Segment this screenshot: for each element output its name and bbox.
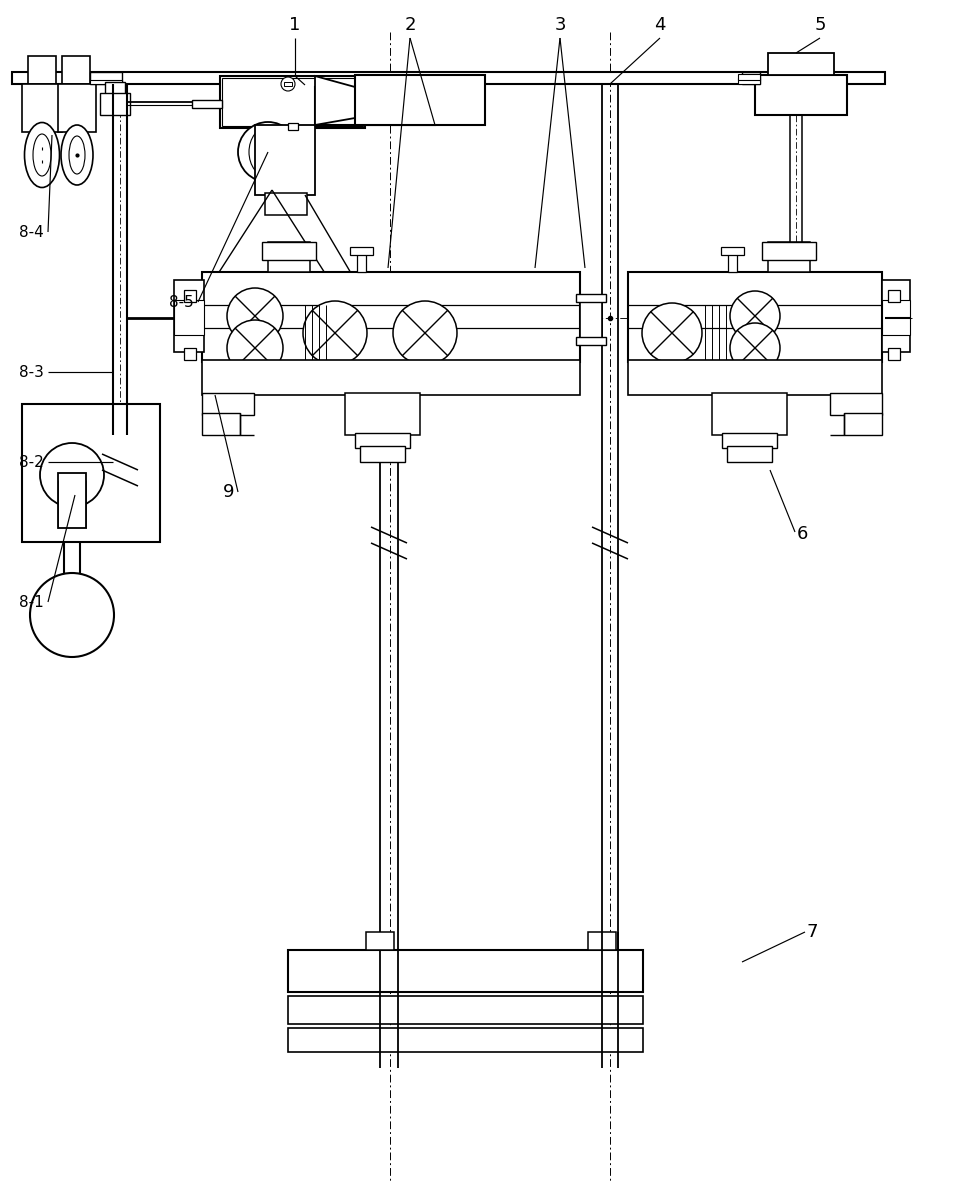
Ellipse shape bbox=[61, 125, 93, 184]
Text: 5: 5 bbox=[814, 15, 826, 35]
Bar bbox=[628, 273, 882, 362]
Bar bbox=[345, 393, 420, 436]
Circle shape bbox=[730, 292, 780, 342]
Bar bbox=[580, 295, 602, 340]
Bar bbox=[728, 252, 737, 273]
Circle shape bbox=[730, 322, 780, 372]
Bar bbox=[202, 361, 580, 395]
Bar bbox=[727, 446, 772, 462]
Text: 8-2: 8-2 bbox=[19, 455, 44, 470]
Bar bbox=[262, 242, 316, 259]
Bar bbox=[192, 100, 222, 108]
Bar bbox=[288, 123, 298, 130]
Bar bbox=[315, 87, 435, 125]
Bar bbox=[288, 1028, 643, 1052]
Text: 8-5: 8-5 bbox=[170, 294, 194, 309]
Circle shape bbox=[40, 443, 104, 507]
Bar bbox=[712, 393, 787, 436]
Bar bbox=[202, 393, 254, 415]
Bar bbox=[202, 273, 580, 362]
Bar bbox=[284, 82, 292, 86]
Bar bbox=[90, 80, 122, 84]
Text: 8-1: 8-1 bbox=[19, 595, 44, 609]
Bar bbox=[220, 76, 365, 129]
Bar bbox=[184, 290, 196, 302]
Bar bbox=[576, 337, 606, 345]
Circle shape bbox=[303, 301, 367, 365]
Circle shape bbox=[30, 574, 114, 657]
Text: 9: 9 bbox=[223, 483, 234, 501]
Text: 6: 6 bbox=[797, 525, 808, 543]
Bar bbox=[738, 74, 760, 80]
Bar bbox=[100, 93, 130, 115]
Bar bbox=[762, 242, 816, 259]
Circle shape bbox=[227, 320, 283, 376]
Circle shape bbox=[393, 301, 457, 365]
Bar bbox=[628, 361, 882, 395]
Text: 7: 7 bbox=[807, 923, 819, 941]
Text: 8-3: 8-3 bbox=[19, 364, 44, 380]
Circle shape bbox=[642, 303, 702, 363]
Circle shape bbox=[227, 288, 283, 344]
Bar bbox=[768, 54, 834, 75]
Bar bbox=[888, 290, 900, 302]
Bar bbox=[355, 75, 485, 125]
Bar bbox=[844, 413, 882, 436]
Bar bbox=[62, 56, 90, 84]
Bar bbox=[265, 193, 307, 215]
Bar bbox=[355, 433, 410, 447]
Bar bbox=[105, 82, 125, 95]
Circle shape bbox=[260, 144, 276, 159]
Bar bbox=[350, 248, 373, 255]
Bar bbox=[738, 79, 760, 84]
Text: 4: 4 bbox=[654, 15, 666, 35]
Bar bbox=[576, 294, 606, 302]
Bar bbox=[768, 242, 810, 273]
Bar bbox=[22, 403, 160, 541]
Bar bbox=[755, 75, 847, 115]
Bar bbox=[882, 300, 910, 336]
Bar bbox=[202, 413, 240, 436]
Bar bbox=[90, 73, 122, 84]
Bar bbox=[268, 242, 310, 273]
Bar bbox=[12, 73, 885, 84]
Text: 1: 1 bbox=[290, 15, 300, 35]
Bar bbox=[721, 248, 744, 255]
Text: 3: 3 bbox=[554, 15, 566, 35]
Bar bbox=[357, 252, 366, 273]
Bar bbox=[174, 280, 204, 352]
Circle shape bbox=[238, 123, 298, 182]
Ellipse shape bbox=[24, 123, 59, 188]
Bar bbox=[830, 393, 882, 415]
Bar bbox=[288, 996, 643, 1025]
Bar bbox=[888, 347, 900, 361]
Text: 8-4: 8-4 bbox=[19, 225, 44, 239]
Bar bbox=[58, 472, 86, 528]
Ellipse shape bbox=[249, 127, 287, 177]
Bar bbox=[742, 73, 760, 84]
Bar bbox=[222, 79, 363, 126]
Bar bbox=[22, 84, 62, 132]
Bar bbox=[288, 950, 643, 992]
Bar bbox=[366, 932, 394, 950]
Bar bbox=[588, 932, 616, 950]
Circle shape bbox=[281, 77, 295, 90]
Ellipse shape bbox=[69, 136, 85, 174]
Bar bbox=[174, 300, 204, 336]
Ellipse shape bbox=[33, 134, 51, 176]
Bar bbox=[28, 56, 56, 84]
Bar bbox=[184, 347, 196, 361]
Text: 2: 2 bbox=[404, 15, 416, 35]
Bar bbox=[882, 280, 910, 352]
Bar bbox=[255, 125, 315, 195]
Bar bbox=[360, 446, 405, 462]
Bar bbox=[58, 84, 96, 132]
Bar bbox=[722, 433, 777, 447]
Polygon shape bbox=[315, 76, 355, 125]
